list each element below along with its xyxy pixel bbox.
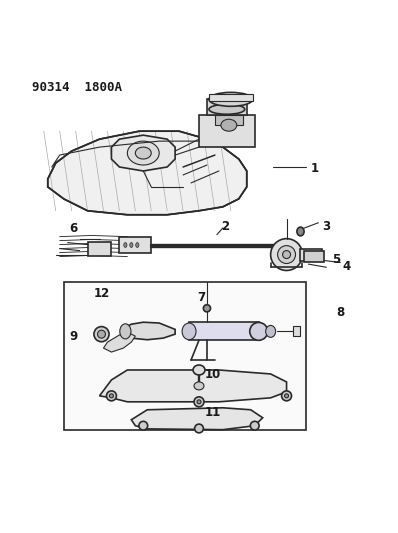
Text: 12: 12: [94, 287, 109, 300]
Bar: [189, 322, 259, 340]
Ellipse shape: [209, 92, 253, 106]
Polygon shape: [111, 135, 175, 171]
Bar: [199, 115, 255, 147]
Bar: [209, 94, 253, 101]
Ellipse shape: [109, 394, 113, 398]
Ellipse shape: [209, 104, 245, 114]
Ellipse shape: [94, 327, 109, 342]
Bar: [304, 252, 324, 262]
Ellipse shape: [278, 246, 295, 263]
Ellipse shape: [136, 243, 139, 247]
Bar: [215, 115, 243, 125]
Ellipse shape: [271, 239, 302, 270]
Text: 4: 4: [342, 260, 350, 273]
Bar: [300, 248, 322, 261]
Bar: [88, 242, 111, 256]
Text: 11: 11: [205, 407, 221, 419]
Polygon shape: [131, 408, 263, 430]
Ellipse shape: [120, 324, 131, 339]
Polygon shape: [100, 370, 287, 402]
Ellipse shape: [285, 394, 289, 398]
Ellipse shape: [195, 424, 203, 433]
Ellipse shape: [203, 305, 211, 312]
Text: 9: 9: [70, 329, 78, 343]
Bar: [293, 326, 300, 336]
Ellipse shape: [124, 243, 127, 247]
Ellipse shape: [281, 391, 291, 401]
Bar: [64, 282, 306, 430]
Ellipse shape: [297, 227, 304, 236]
Polygon shape: [103, 332, 135, 352]
Text: 6: 6: [70, 222, 78, 235]
Text: 8: 8: [336, 306, 344, 319]
Text: 2: 2: [221, 220, 229, 233]
Ellipse shape: [283, 251, 291, 259]
Bar: [119, 237, 151, 253]
Text: 10: 10: [205, 368, 221, 381]
Bar: [207, 99, 247, 115]
Ellipse shape: [98, 330, 105, 338]
Ellipse shape: [250, 421, 259, 430]
Text: 3: 3: [322, 220, 330, 233]
Ellipse shape: [194, 397, 204, 407]
Text: 7: 7: [197, 291, 205, 304]
Ellipse shape: [250, 322, 267, 341]
Ellipse shape: [135, 147, 151, 159]
Text: 1: 1: [310, 163, 318, 175]
Ellipse shape: [265, 326, 276, 337]
Ellipse shape: [139, 421, 148, 430]
Ellipse shape: [221, 119, 237, 131]
Text: 90314  1800A: 90314 1800A: [32, 82, 122, 94]
Ellipse shape: [194, 382, 204, 390]
Ellipse shape: [193, 365, 205, 375]
Ellipse shape: [130, 243, 133, 247]
Polygon shape: [48, 131, 247, 215]
Ellipse shape: [197, 400, 201, 404]
Ellipse shape: [182, 323, 196, 340]
Text: 5: 5: [332, 253, 340, 266]
Ellipse shape: [127, 141, 159, 165]
Polygon shape: [123, 322, 175, 340]
Ellipse shape: [107, 391, 117, 401]
